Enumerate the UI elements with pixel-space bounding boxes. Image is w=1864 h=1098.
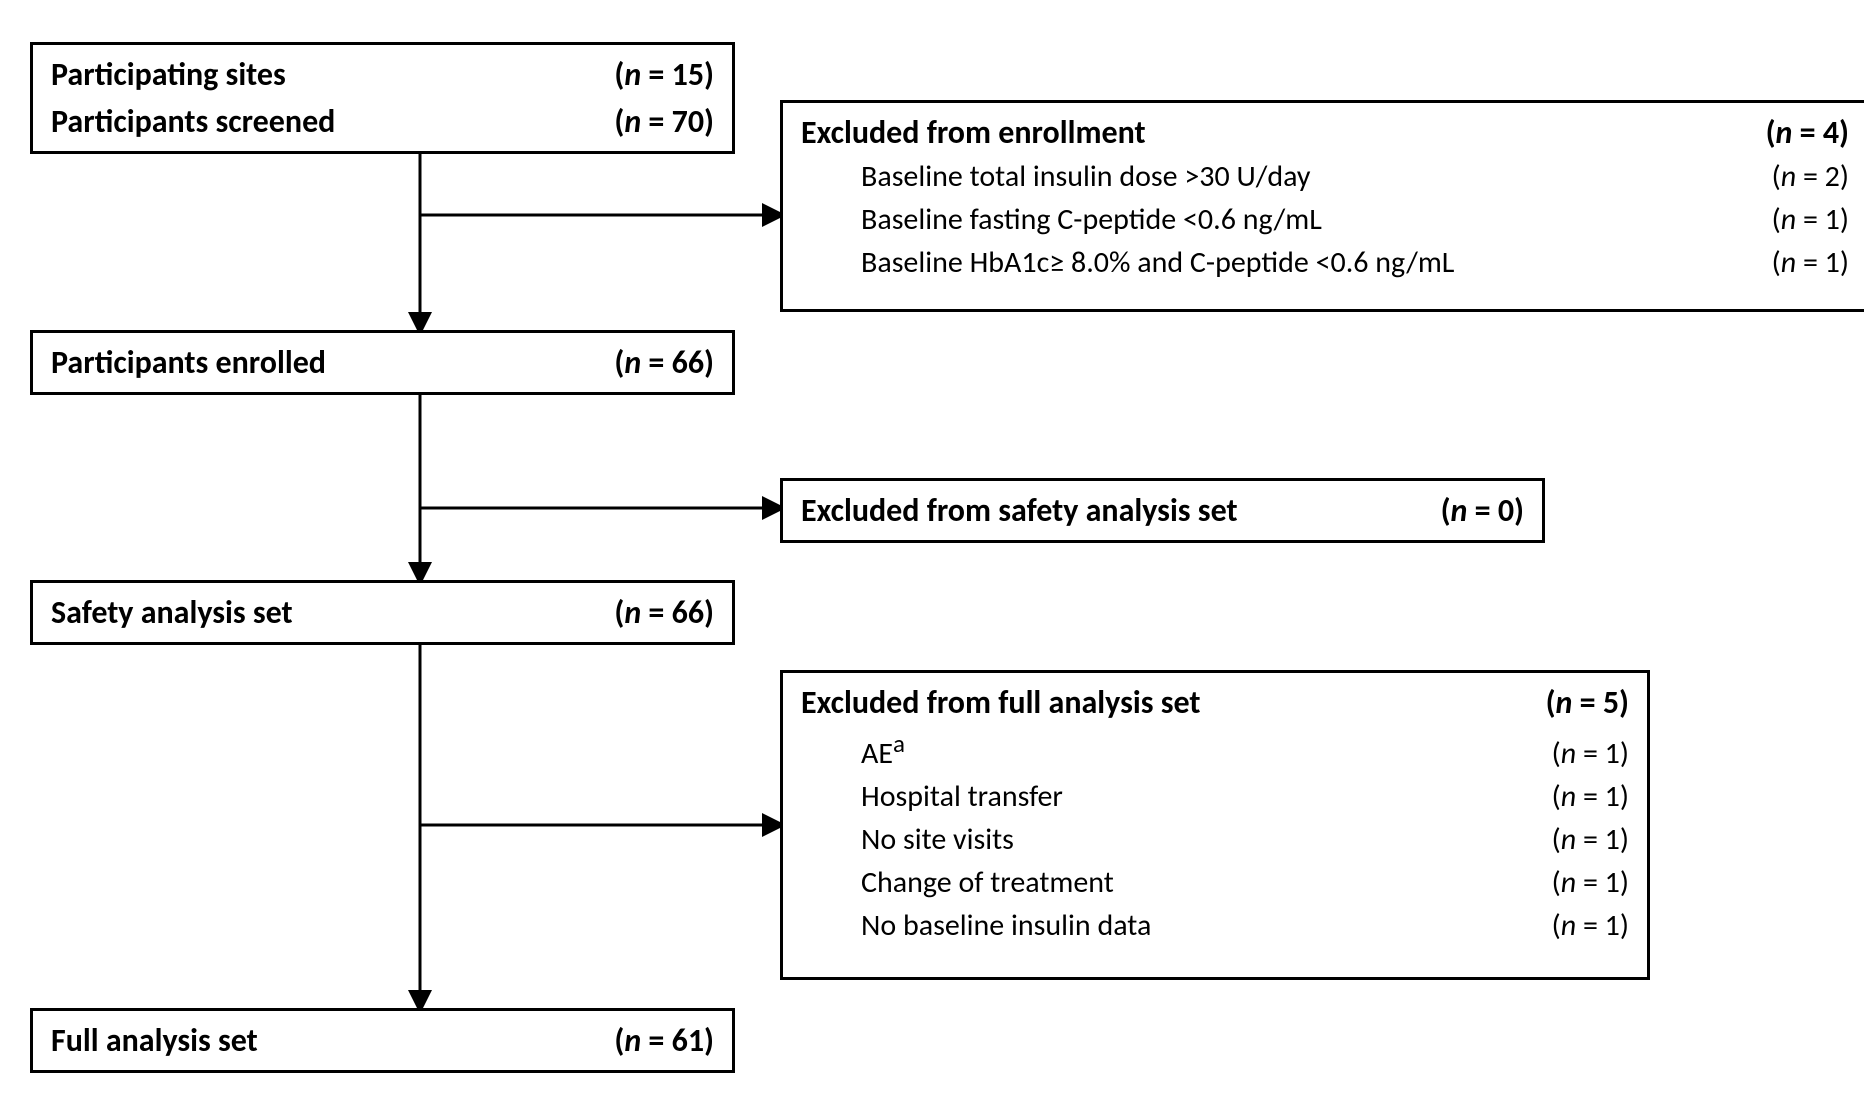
excl-full-r2: Hospital transfer bbox=[861, 778, 1063, 815]
excl-enroll-r1: Baseline total insulin dose >30 U/day bbox=[861, 158, 1311, 195]
full-n: (n = 61) bbox=[614, 1021, 714, 1060]
excl-full-r3-n: (n = 1) bbox=[1552, 821, 1629, 858]
box-screening: Participating sites (n = 15) Participant… bbox=[30, 42, 735, 154]
excl-full-r3: No site visits bbox=[861, 821, 1014, 858]
excl-full-r5-n: (n = 1) bbox=[1552, 907, 1629, 944]
box-enrolled: Participants enrolled (n = 66) bbox=[30, 330, 735, 395]
sites-label: Participating sites bbox=[51, 55, 286, 94]
screened-n: (n = 70) bbox=[614, 102, 714, 141]
screened-label: Participants screened bbox=[51, 102, 335, 141]
safety-n: (n = 66) bbox=[614, 593, 714, 632]
excl-full-r5: No baseline insulin data bbox=[861, 907, 1151, 944]
box-safety: Safety analysis set (n = 66) bbox=[30, 580, 735, 645]
enrolled-label: Participants enrolled bbox=[51, 343, 326, 382]
excl-safety-n: (n = 0) bbox=[1441, 491, 1524, 530]
excl-full-r4: Change of treatment bbox=[861, 864, 1114, 901]
box-excluded-full: Excluded from full analysis set (n = 5) … bbox=[780, 670, 1650, 980]
excl-enroll-r1-n: (n = 2) bbox=[1772, 158, 1849, 195]
excl-enroll-n: (n = 4) bbox=[1766, 113, 1849, 152]
excl-full-label: Excluded from full analysis set bbox=[801, 683, 1200, 722]
excl-enroll-r3-n: (n = 1) bbox=[1772, 244, 1849, 281]
flowchart: Participating sites (n = 15) Participant… bbox=[20, 20, 1864, 1078]
excl-full-n: (n = 5) bbox=[1546, 683, 1629, 722]
enrolled-n: (n = 66) bbox=[614, 343, 714, 382]
box-excluded-safety: Excluded from safety analysis set (n = 0… bbox=[780, 478, 1545, 543]
excl-enroll-r3: Baseline HbA1c≥ 8.0% and C-peptide <0.6 … bbox=[861, 244, 1454, 281]
excl-enroll-r2: Baseline fasting C-peptide <0.6 ng/mL bbox=[861, 201, 1322, 238]
excl-full-r1-n: (n = 1) bbox=[1552, 735, 1629, 772]
excl-enroll-r2-n: (n = 1) bbox=[1772, 201, 1849, 238]
excl-full-r4-n: (n = 1) bbox=[1552, 864, 1629, 901]
excl-safety-label: Excluded from safety analysis set bbox=[801, 491, 1238, 530]
box-excluded-enrollment: Excluded from enrollment (n = 4) Baselin… bbox=[780, 100, 1864, 312]
box-full-analysis: Full analysis set (n = 61) bbox=[30, 1008, 735, 1073]
full-label: Full analysis set bbox=[51, 1021, 258, 1060]
excl-full-r2-n: (n = 1) bbox=[1552, 778, 1629, 815]
excl-enroll-label: Excluded from enrollment bbox=[801, 113, 1146, 152]
safety-label: Safety analysis set bbox=[51, 593, 293, 632]
excl-full-r1: AEa bbox=[861, 728, 905, 772]
sites-n: (n = 15) bbox=[614, 55, 714, 94]
